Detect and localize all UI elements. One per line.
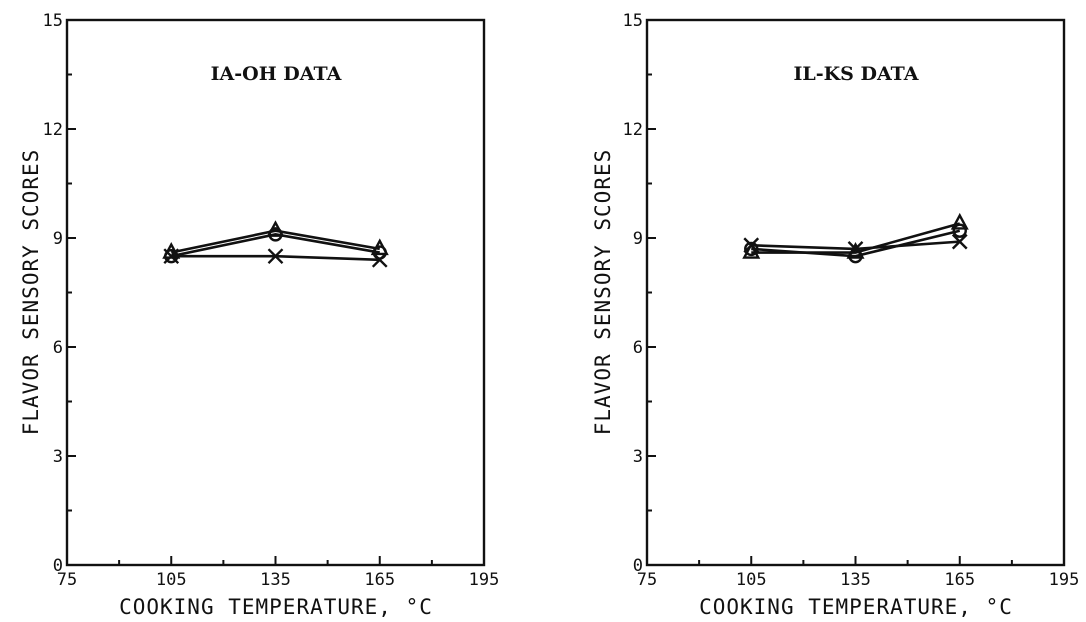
y-tick-label: 12 <box>43 120 63 140</box>
chart-title: IL-KS DATA <box>793 63 918 85</box>
series-triangle-line <box>170 229 380 254</box>
x-tick-label: 75 <box>57 570 77 590</box>
data-point-x <box>163 248 180 265</box>
data-point-triangle <box>950 212 969 230</box>
y-tick-label: 6 <box>633 338 643 358</box>
x-axis-label: COOKING TEMPERATURE, °C <box>699 595 1013 619</box>
data-point-x <box>371 251 388 268</box>
chart-il-ks: IL-KS DATA FLAVOR SENSORY SCORES COOKING… <box>591 11 1079 619</box>
y-axis-label: FLAVOR SENSORY SCORES <box>19 149 43 436</box>
y-tick-label: 3 <box>633 447 643 467</box>
data-point-circle <box>952 223 967 238</box>
chart-title: IA-OH DATA <box>211 63 342 85</box>
y-tick-label: 15 <box>43 11 63 31</box>
x-tick-label: 195 <box>1049 570 1080 590</box>
plot-frame <box>65 18 486 567</box>
data-point-x <box>267 248 284 265</box>
axis-ticks <box>66 19 485 566</box>
y-tick-label: 12 <box>623 120 643 140</box>
x-tick-label: 135 <box>840 570 871 590</box>
data-point-x <box>743 237 760 254</box>
x-tick-label: 195 <box>469 570 500 590</box>
tick-labels: 75 105 135 165 195 0 3 6 9 12 15 <box>623 11 1080 590</box>
series-circle-line <box>751 229 961 258</box>
data-point-triangle <box>742 242 761 259</box>
x-tick-label: 135 <box>260 570 291 590</box>
series-group <box>742 212 969 264</box>
y-tick-label: 9 <box>633 229 643 249</box>
y-tick-label: 9 <box>53 229 63 249</box>
y-tick-label: 0 <box>633 556 643 576</box>
y-tick-label: 0 <box>53 556 63 576</box>
tick-labels: 75 105 135 165 195 0 3 6 9 12 15 <box>43 11 500 590</box>
data-point-circle <box>744 241 759 257</box>
axis-ticks <box>646 19 1065 566</box>
x-tick-label: 165 <box>944 570 975 590</box>
plot-frame <box>645 18 1066 567</box>
x-tick-label: 105 <box>736 570 767 590</box>
data-point-x <box>847 241 864 257</box>
y-tick-label: 3 <box>53 447 63 467</box>
series-group <box>162 220 389 268</box>
x-tick-label: 165 <box>364 570 395 590</box>
series-circle-line <box>170 233 380 258</box>
chart-ia-oh: IA-OH DATA FLAVOR SENSORY SCORES COOKING… <box>19 11 499 619</box>
x-tick-label: 75 <box>637 570 657 590</box>
y-tick-label: 6 <box>53 338 63 358</box>
y-axis-label: FLAVOR SENSORY SCORES <box>591 149 615 436</box>
x-axis-label: COOKING TEMPERATURE, °C <box>119 595 433 619</box>
y-tick-label: 15 <box>623 11 643 31</box>
data-point-x <box>951 233 968 250</box>
data-point-circle <box>268 227 283 242</box>
x-tick-label: 105 <box>156 570 187 590</box>
